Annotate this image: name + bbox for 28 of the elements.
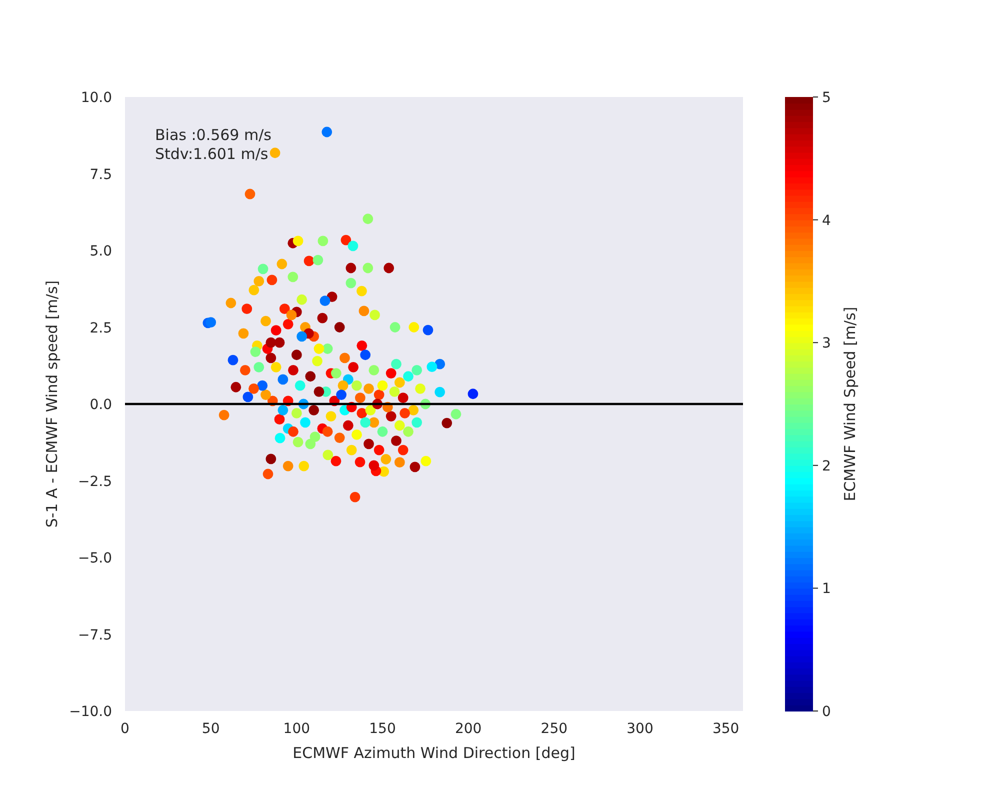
x-tick-label: 50 [202,721,220,737]
y-tick-label: 0.0 [90,397,112,413]
y-tick-label: 5.0 [90,244,112,260]
annotation: Stdv:1.601 m/s [155,145,268,163]
y-tick-label: 7.5 [90,166,112,183]
y-tick-label: −5.0 [78,550,112,566]
y-tick-label: −10.0 [69,704,112,720]
x-tick-label: 150 [369,721,396,737]
x-tick-label: 250 [540,721,568,737]
x-tick-label: 350 [712,721,740,737]
y-tick-label: 2.5 [90,320,112,336]
y-axis-title: S-1 A - ECMWF Wind speed [m/s] [43,280,61,528]
color-bar-label: 0 [822,704,831,720]
x-tick-label: 300 [626,721,654,737]
x-tick-label: 200 [454,721,482,737]
x-tick-label: 100 [283,721,310,737]
y-tick-label: −2.5 [78,474,112,490]
color-bar-label: 5 [822,90,831,106]
annotation: Bias :0.569 m/s [155,126,272,144]
color-bar-title: ECMWF Wind Speed [m/s] [841,306,859,502]
color-bar-label: 2 [822,458,831,474]
color-bar-label: 4 [822,212,831,229]
x-tick-label: 0 [120,721,130,737]
color-bar-label: 1 [822,581,831,598]
x-axis-title: ECMWF Azimuth Wind Direction [deg] [292,744,576,762]
color-bar-label: 3 [822,336,831,352]
y-tick-label: −7.5 [78,627,112,644]
y-tick-label: 10.0 [80,90,112,106]
